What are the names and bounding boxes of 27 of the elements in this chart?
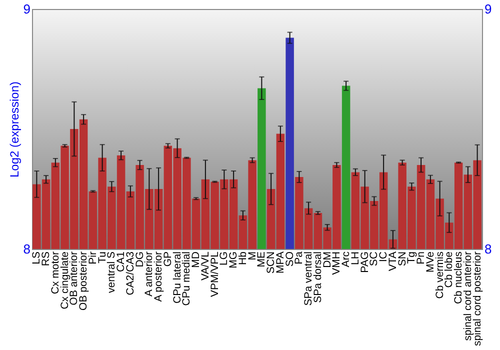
- y2-tick-label: 8: [484, 242, 492, 256]
- y2-tick-label: 9: [484, 2, 492, 16]
- x-tick-label: OB anterior: [68, 251, 80, 306]
- x-tick-label: PAG: [358, 252, 371, 273]
- x-tick-label: Cb lobe: [443, 251, 456, 288]
- x-tick-label: Tg: [406, 251, 418, 264]
- x-tick-label: VMH: [330, 252, 343, 275]
- x-tick-label: ME: [256, 252, 268, 268]
- x-tick-label: M: [246, 252, 258, 260]
- x-tick-label: spinal cord posterior: [471, 250, 484, 346]
- x-tick-label: Cx cingulate: [58, 251, 71, 310]
- x-tick-label: ventral S: [106, 252, 118, 293]
- x-tick-label: Hb: [236, 251, 249, 265]
- x-tick-label: CPu medial: [180, 252, 193, 306]
- x-tick-label: DG: [134, 252, 146, 268]
- x-tick-label: SC: [368, 251, 380, 266]
- x-tick-label: A anterior: [143, 251, 156, 296]
- x-tick-label: Tu: [96, 251, 108, 264]
- x-tick-label: VPM/VPL: [208, 251, 221, 298]
- x-tick-label: LG: [218, 252, 230, 266]
- y-axis-title: Log2 (expression): [7, 81, 22, 178]
- x-tick-label: SN: [396, 252, 408, 266]
- x-tick-label: Pa: [293, 251, 306, 264]
- x-tick-label: SPa dorsal: [312, 252, 324, 303]
- x-tick-label: SO: [284, 252, 296, 267]
- x-tick-label: LS: [30, 252, 43, 264]
- x-tick-label: DM: [321, 252, 334, 268]
